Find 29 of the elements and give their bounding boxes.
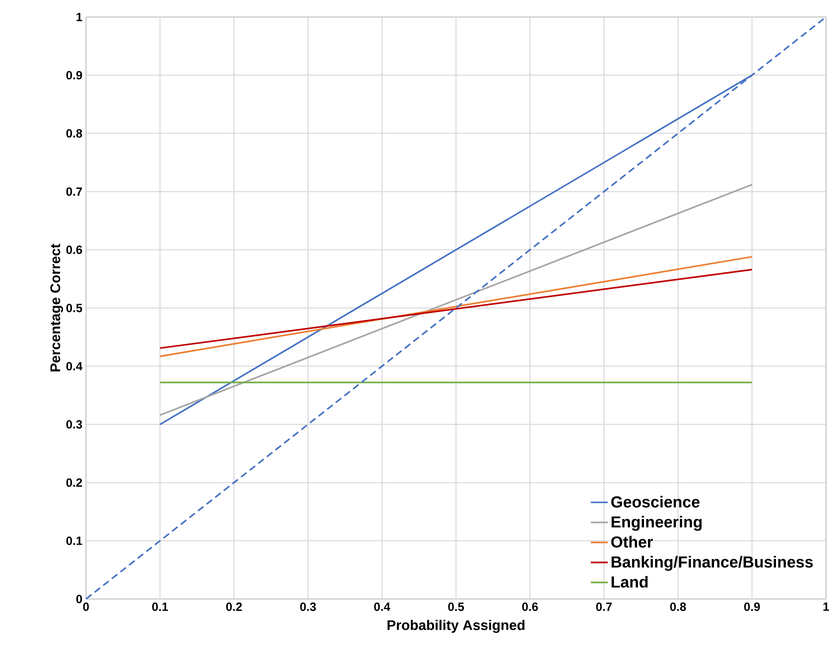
y-tick-label: 0.4 (66, 362, 82, 370)
y-tick-label: 0.3 (66, 420, 82, 429)
y-tick-label: 0.9 (66, 70, 82, 80)
legend-label: Geoscience (611, 496, 700, 508)
y-tick-label: 0.6 (66, 246, 82, 254)
x-tick-label: 0.1 (152, 602, 168, 611)
y-tick-label: 0.7 (66, 187, 82, 196)
x-tick-label: 0.9 (744, 602, 760, 611)
legend-label: Land (612, 576, 648, 588)
y-tick-label: 0.5 (66, 304, 82, 312)
y-tick-label: 0.2 (66, 478, 82, 487)
x-tick-label: 0.4 (374, 602, 390, 611)
x-tick-label: 0.5 (448, 602, 464, 611)
x-tick-label: 0 (83, 602, 89, 611)
x-axis-title: Probability Assigned (388, 620, 524, 633)
legend-label: Other (611, 536, 653, 548)
y-tick-label: 0.1 (66, 536, 82, 546)
legend-label: Banking/Finance/Business (612, 556, 813, 571)
x-tick-label: 0.3 (300, 602, 316, 611)
x-tick-label: 0.2 (226, 602, 242, 611)
y-tick-label: 1 (76, 12, 82, 22)
x-tick-label: 0.8 (670, 602, 686, 611)
x-tick-label: 0.6 (522, 602, 538, 611)
legend-label: Engineering (612, 516, 702, 531)
y-axis-title: Percentage Correct (50, 244, 64, 372)
x-tick-label: 0.7 (596, 602, 612, 611)
x-tick-label: 1 (823, 602, 829, 611)
y-tick-label: 0.8 (66, 129, 82, 138)
y-tick-label: 0 (76, 594, 82, 604)
